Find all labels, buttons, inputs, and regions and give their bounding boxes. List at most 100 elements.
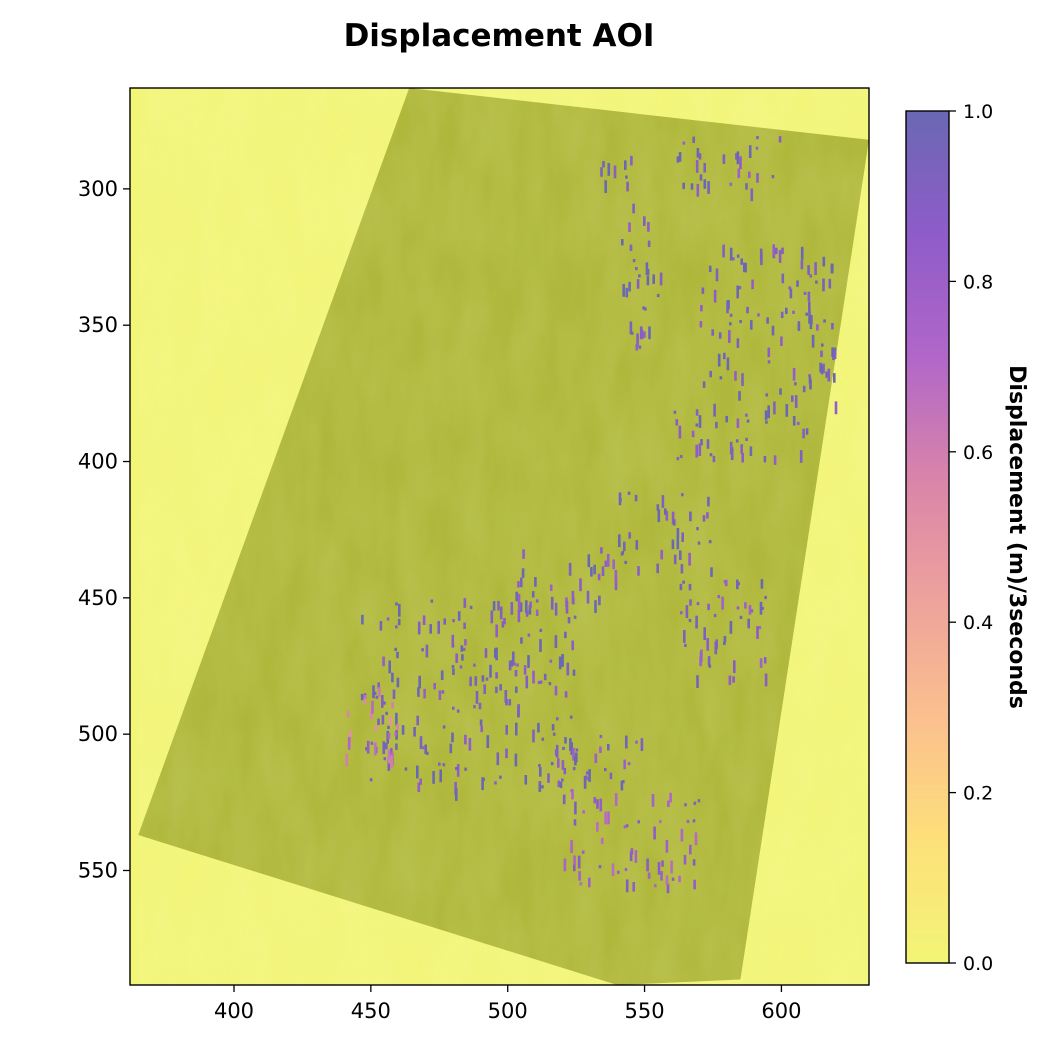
displacement-mark [625,824,629,828]
displacement-mark [630,331,634,335]
displacement-mark [729,247,733,261]
displacement-mark [736,606,740,610]
displacement-mark [481,675,485,682]
displacement-mark [646,858,649,872]
displacement-mark [681,532,684,542]
displacement-mark [365,747,368,751]
displacement-mark [594,600,597,613]
colorbar-label: Displacement (m)/3seconds [1004,365,1029,709]
displacement-mark [621,551,625,555]
displacement-mark [586,771,589,775]
displacement-mark [808,374,811,378]
displacement-mark [364,695,367,699]
displacement-mark [438,762,441,766]
displacement-mark [781,247,784,254]
displacement-mark [697,541,701,545]
displacement-mark [497,600,500,611]
displacement-mark [571,640,574,651]
displacement-mark [715,268,719,282]
displacement-mark [741,452,744,463]
displacement-mark [805,312,808,316]
displacement-mark [820,350,823,357]
displacement-mark [796,280,799,287]
displacement-mark [440,670,444,680]
displacement-mark [481,777,484,790]
displacement-mark [643,216,646,226]
displacement-mark [385,742,388,750]
displacement-mark [424,744,427,755]
displacement-mark [614,793,618,806]
displacement-mark [598,595,601,606]
displacement-mark [418,675,421,689]
displacement-mark [706,512,709,519]
displacement-mark [614,577,618,591]
displacement-mark [814,262,817,275]
displacement-mark [389,716,392,726]
displacement-mark [671,877,675,881]
displacement-mark [645,262,649,276]
displacement-mark [797,321,801,331]
displacement-mark [707,496,710,507]
displacement-mark [692,859,696,866]
displacement-mark [740,258,743,265]
displacement-mark [637,820,640,824]
displacement-mark [809,322,813,329]
displacement-mark [657,509,661,523]
displacement-mark [395,743,398,750]
displacement-mark [624,160,627,170]
displacement-mark [438,690,442,700]
displacement-mark [451,732,454,743]
displacement-mark [767,405,770,419]
displacement-mark [822,278,825,292]
displacement-mark [764,410,768,420]
displacement-mark [642,306,645,310]
displacement-mark [676,528,680,538]
displacement-mark [396,651,399,659]
displacement-mark [425,644,429,658]
displacement-mark [785,307,788,315]
displacement-mark [549,659,553,663]
displacement-mark [564,737,567,744]
displacement-mark [554,635,558,648]
displacement-mark [756,626,759,639]
displacement-mark [723,352,726,360]
displacement-mark [617,870,620,874]
displacement-mark [512,651,515,665]
displacement-mark [479,719,483,726]
displacement-mark [538,764,541,768]
displacement-mark [464,767,467,771]
displacement-mark [529,601,532,608]
displacement-mark [597,573,601,581]
displacement-mark [811,334,815,348]
displacement-mark [451,644,455,648]
displacement-mark [673,554,677,565]
displacement-mark [654,884,657,888]
displacement-mark [570,840,573,853]
displacement-mark [510,660,514,667]
displacement-mark [678,425,682,439]
displacement-mark [579,882,583,886]
displacement-mark [468,737,472,751]
displacement-mark [381,695,384,708]
displacement-mark [565,600,569,614]
displacement-mark [763,657,767,664]
displacement-mark [745,413,748,417]
displacement-mark [736,151,740,165]
displacement-mark [647,872,651,879]
displacement-mark [827,368,831,382]
displacement-mark [515,722,518,736]
displacement-mark [379,621,383,631]
displacement-mark [604,560,608,567]
displacement-mark [538,781,542,785]
displacement-mark [681,493,684,497]
displacement-mark [765,420,768,424]
displacement-mark [459,665,463,669]
displacement-mark [675,419,679,426]
colorbar-ticks: 0.0 0.2 0.4 0.6 0.8 1.0 [949,101,993,975]
swath-texture [138,88,869,985]
displacement-mark [559,781,563,789]
displacement-mark [556,717,559,721]
displacement-mark [510,602,514,615]
displacement-mark [531,591,535,598]
displacement-mark [684,803,687,807]
